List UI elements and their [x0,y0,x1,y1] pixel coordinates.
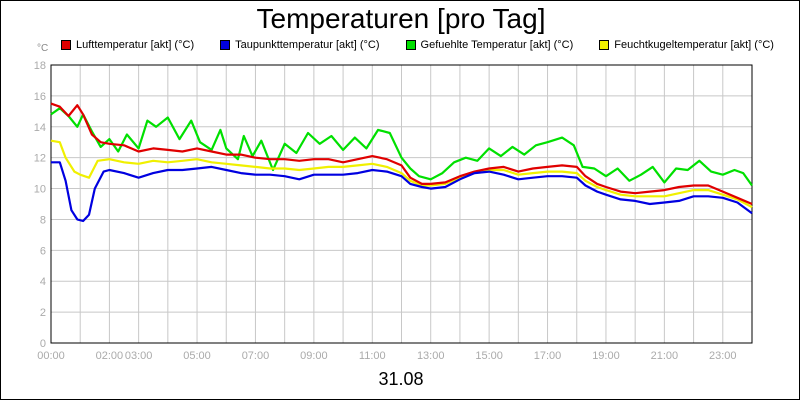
x-tick-label: 15:00 [475,350,503,362]
series-line-1 [51,161,753,223]
y-axis-unit: °C [37,43,49,54]
x-tick-label: 23:00 [709,350,737,362]
legend-label: Feuchtkugeltemperatur [akt] (°C) [614,39,774,51]
x-tick-label: 09:00 [300,350,328,362]
legend-item-taupunkttemperatur: Taupunkttemperatur [akt] (°C) [220,39,380,51]
series-line-2 [50,107,753,187]
x-tick-label: 19:00 [592,350,620,362]
x-tick-label: 02:00 [96,350,124,362]
legend-swatch [599,40,610,50]
x-axis-date-label: 31.08 [378,369,424,389]
x-tick-label: 05:00 [183,350,211,362]
chart-title: Temperaturen [pro Tag] [256,3,546,34]
legend-swatch [220,40,231,50]
y-tick-label: 4 [40,276,46,288]
y-tick-label: 2 [40,307,46,319]
x-tick-label: 00:00 [37,350,65,362]
legend-label: Lufttemperatur [akt] (°C) [76,39,195,51]
x-tick-label: 03:00 [125,350,153,362]
y-tick-label: 10 [34,184,46,196]
y-tick-label: 6 [40,245,46,257]
chart-legend: Lufttemperatur [akt] (°C) Taupunkttemper… [61,39,774,51]
y-tick-label: 8 [40,214,46,226]
y-tick-label: 12 [34,153,46,165]
y-tick-label: 0 [40,338,46,350]
x-tick-label: 17:00 [534,350,562,362]
legend-swatch [61,40,71,50]
x-tick-label: 11:00 [359,350,386,362]
legend-item-feuchtkugeltemperatur: Feuchtkugeltemperatur [akt] (°C) [599,39,774,51]
series-line-0 [50,102,753,206]
series-line-3 [50,139,753,209]
legend-item-gefuehlte-temperatur: Gefuehlte Temperatur [akt] (°C) [405,39,574,51]
x-tick-label: 21:00 [651,350,679,362]
legend-item-lufttemperatur: Lufttemperatur [akt] (°C) [61,39,194,51]
legend-label: Gefuehlte Temperatur [akt] (°C) [420,39,574,51]
legend-label: Taupunkttemperatur [akt] (°C) [235,39,380,51]
legend-swatch [405,40,416,50]
y-tick-label: 16 [34,91,46,103]
x-tick-label: 07:00 [242,350,270,362]
y-tick-label: 14 [34,122,46,134]
x-tick-label: 13:00 [417,350,445,362]
y-tick-label: 18 [34,60,46,72]
